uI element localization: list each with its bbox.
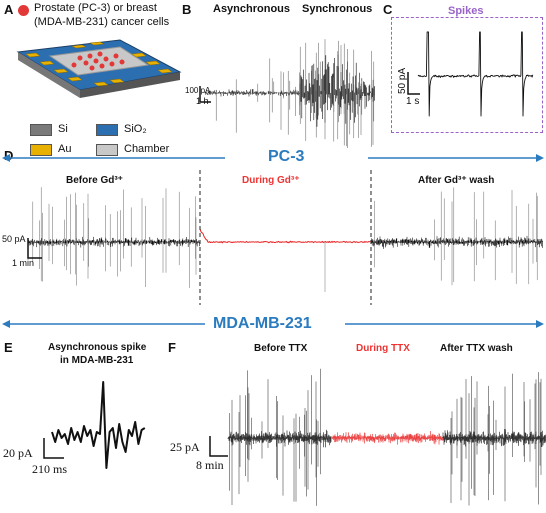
legend-swatch-au bbox=[30, 144, 52, 156]
trace-e-line bbox=[51, 381, 146, 469]
synchronous-label: Synchronous bbox=[302, 3, 373, 15]
panel-b-letter: B bbox=[182, 2, 192, 17]
panel-c-scale-x: 1 s bbox=[406, 96, 420, 107]
cells-label-line2: (MDA-MB-231) cancer cells bbox=[34, 16, 170, 28]
panel-e-trace bbox=[51, 381, 146, 469]
before-gd-label: Before Gd³⁺ bbox=[66, 175, 123, 186]
pc3-banner-label: PC-3 bbox=[268, 148, 305, 165]
mda-banner-label: MDA-MB-231 bbox=[213, 315, 312, 332]
panel-d-scale-bar bbox=[27, 238, 42, 259]
panel-e-scale-y: 20 pA bbox=[3, 446, 33, 460]
panel-c-scale-bar bbox=[407, 72, 420, 95]
spikes-title: Spikes bbox=[448, 5, 484, 17]
panel-f-trace bbox=[227, 368, 546, 506]
panel-f-letter: F bbox=[168, 340, 176, 355]
legend-label-chamber: Chamber bbox=[124, 143, 170, 155]
panel-c-scale-y: 50 pA bbox=[397, 67, 408, 94]
mda-banner-arrows bbox=[2, 320, 544, 328]
panel-c-trace bbox=[417, 31, 534, 117]
panel-b-scale-y: 100 pA bbox=[185, 86, 211, 95]
legend-label-sio2: SiO₂ bbox=[124, 123, 147, 135]
panel-e-scale-x: 210 ms bbox=[32, 462, 68, 476]
panel-f-scale-y: 25 pA bbox=[170, 440, 200, 454]
spikes-box bbox=[391, 17, 543, 133]
panel-b-scale-bar bbox=[199, 86, 211, 103]
legend-label-au: Au bbox=[58, 143, 72, 155]
panel-f-scale-x: 8 min bbox=[196, 458, 224, 472]
panel-b-scale-x: 1 h bbox=[196, 96, 209, 106]
panel-e-scale-bar bbox=[43, 438, 64, 459]
during-gd-label: During Gd³⁺ bbox=[242, 175, 300, 186]
cell-dot-icon bbox=[18, 5, 29, 16]
trace-d-during-line bbox=[199, 228, 371, 244]
panel-e-title-line2: in MDA-MB-231 bbox=[60, 355, 134, 366]
panel-f-scale-bar bbox=[209, 436, 228, 457]
trace-c-line bbox=[417, 31, 534, 117]
device-chip-illustration bbox=[16, 39, 182, 98]
legend-swatch-sio2 bbox=[96, 124, 118, 136]
before-ttx-label: Before TTX bbox=[254, 343, 308, 354]
panel-e-title-line1: Asynchronous spike bbox=[48, 342, 147, 353]
legend-swatch-chamber bbox=[96, 144, 118, 156]
asynchronous-label: Asynchronous bbox=[213, 3, 291, 15]
panel-b-trace bbox=[204, 39, 375, 148]
after-gd-wash-label: After Gd³⁺ wash bbox=[418, 175, 495, 186]
after-ttx-wash-label: After TTX wash bbox=[440, 343, 513, 354]
panel-a-letter: A bbox=[4, 2, 14, 17]
panel-d-trace bbox=[27, 170, 543, 305]
legend-swatch-si bbox=[30, 124, 52, 136]
during-ttx-label: During TTX bbox=[356, 343, 410, 354]
panel-d-scale-y: 50 pA bbox=[2, 234, 26, 244]
pc3-banner-arrows bbox=[2, 154, 544, 162]
cells-label-line1: Prostate (PC-3) or breast bbox=[34, 2, 157, 14]
legend-label-si: Si bbox=[58, 123, 68, 135]
panel-e-letter: E bbox=[4, 340, 13, 355]
panel-d-scale-x: 1 min bbox=[12, 258, 35, 268]
panel-c-letter: C bbox=[383, 2, 393, 17]
